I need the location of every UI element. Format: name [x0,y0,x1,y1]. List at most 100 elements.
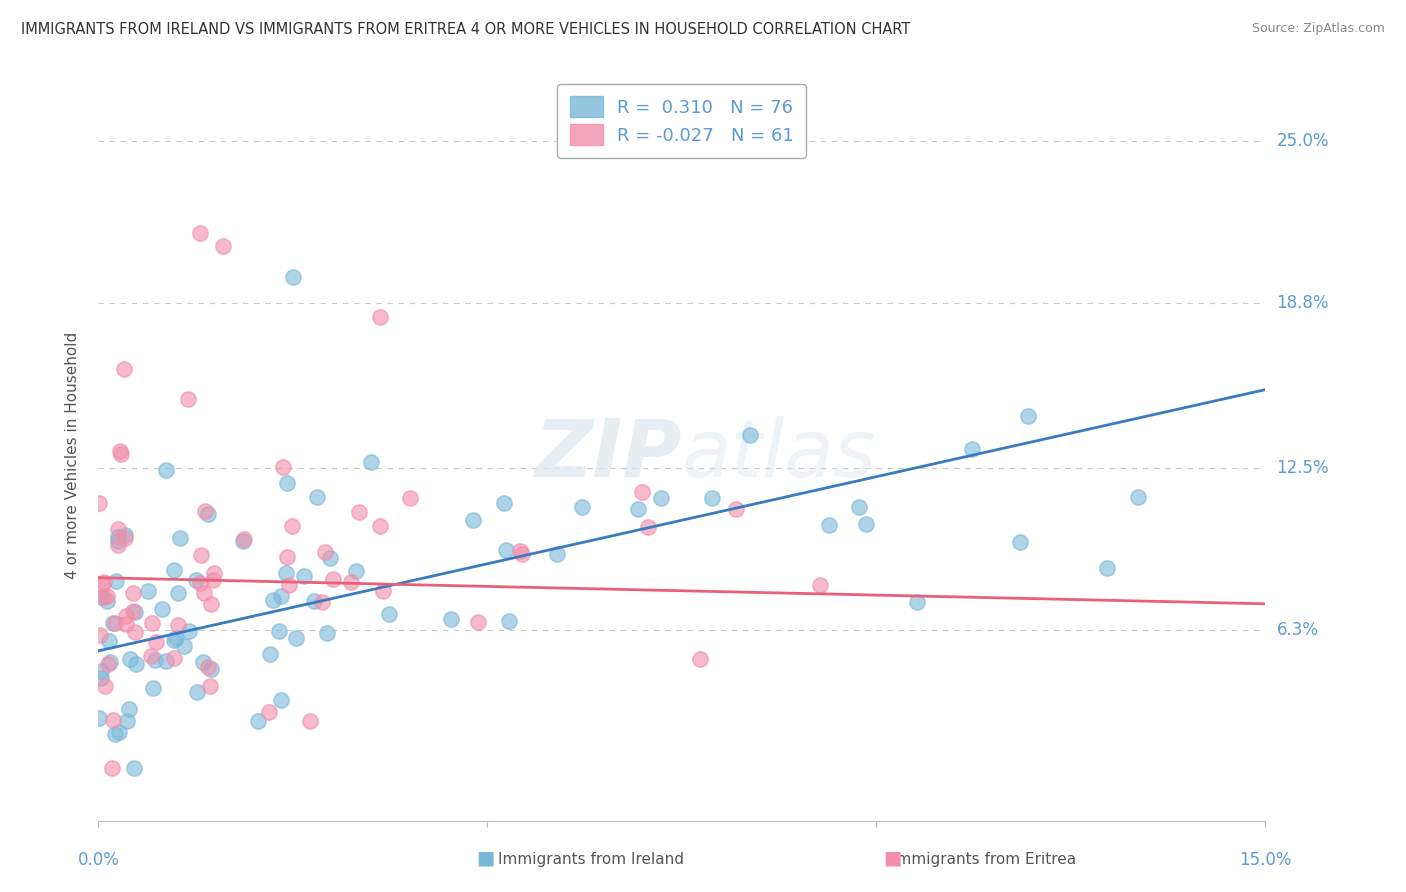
Point [269,624,291,639]
Point [184,573,207,587]
Point [276,549,298,564]
Point [571,500,593,514]
Point [738,427,761,442]
Point [191,655,214,669]
Point [114,617,136,632]
Point [118,702,141,716]
Point [139,648,162,663]
Point [270,693,292,707]
Point [399,491,422,505]
Point [495,543,517,558]
Point [197,508,219,522]
Point [200,597,222,611]
Point [87,496,110,510]
Text: Immigrants from Eritrea: Immigrants from Eritrea [893,852,1076,867]
Point [167,617,190,632]
Point [637,519,659,533]
Point [285,631,308,645]
Point [650,491,672,506]
Text: 12.5%: 12.5% [1277,459,1329,477]
Point [233,532,256,546]
Point [281,518,304,533]
Legend: R =  0.310   N = 76, R = -0.027   N = 61: R = 0.310 N = 76, R = -0.027 N = 61 [557,84,807,158]
Point [142,681,165,695]
Point [247,714,270,728]
Point [90,664,112,678]
Point [155,654,177,668]
Point [90,671,112,685]
Point [118,652,141,666]
Point [498,614,520,628]
Point [810,578,832,592]
Y-axis label: 4 or more Vehicles in Household: 4 or more Vehicles in Household [65,331,80,579]
Text: IMMIGRANTS FROM IRELAND VS IMMIGRANTS FROM ERITREA 4 OR MORE VEHICLES IN HOUSEHO: IMMIGRANTS FROM IRELAND VS IMMIGRANTS FR… [21,22,911,37]
Point [94,679,117,693]
Point [93,575,115,590]
Point [461,513,484,527]
Point [115,714,138,729]
Point [292,569,315,583]
Point [440,612,463,626]
Point [257,705,280,719]
Point [145,635,167,649]
Text: 25.0%: 25.0% [1277,132,1329,151]
Point [188,575,211,590]
Text: ■: ■ [475,848,495,867]
Point [316,626,339,640]
Point [89,711,111,725]
Point [202,566,225,580]
Point [124,605,146,619]
Point [103,713,125,727]
Point [93,590,115,604]
Point [1128,490,1150,504]
Point [368,310,391,324]
Point [167,586,190,600]
Point [368,519,391,533]
Text: Source: ZipAtlas.com: Source: ZipAtlas.com [1251,22,1385,36]
Point [299,714,322,728]
Point [97,633,120,648]
Point [307,491,329,505]
Point [855,517,877,532]
Point [165,631,187,645]
Point [105,574,128,589]
Point [259,647,281,661]
Point [344,564,367,578]
Point [278,577,301,591]
Point [110,446,132,460]
Point [190,548,212,562]
Point [492,496,515,510]
Point [163,632,186,647]
Text: atlas: atlas [682,416,877,494]
Point [104,616,127,631]
Point [122,585,145,599]
Point [1010,535,1032,549]
Point [121,604,143,618]
Point [193,586,215,600]
Point [107,530,129,544]
Point [1097,561,1119,575]
Point [122,761,145,775]
Point [314,545,336,559]
Point [163,563,186,577]
Point [114,531,136,545]
Point [689,652,711,666]
Point [107,534,129,549]
Point [302,594,325,608]
Point [347,505,370,519]
Point [232,534,254,549]
Point [177,392,200,407]
Point [179,624,201,639]
Point [125,657,148,672]
Point [194,504,217,518]
Point [96,594,118,608]
Point [702,491,724,505]
Point [322,572,344,586]
Point [150,602,173,616]
Point [124,625,146,640]
Point [319,550,342,565]
Point [818,518,841,533]
Point [281,270,304,285]
Point [631,485,654,500]
Point [371,584,394,599]
